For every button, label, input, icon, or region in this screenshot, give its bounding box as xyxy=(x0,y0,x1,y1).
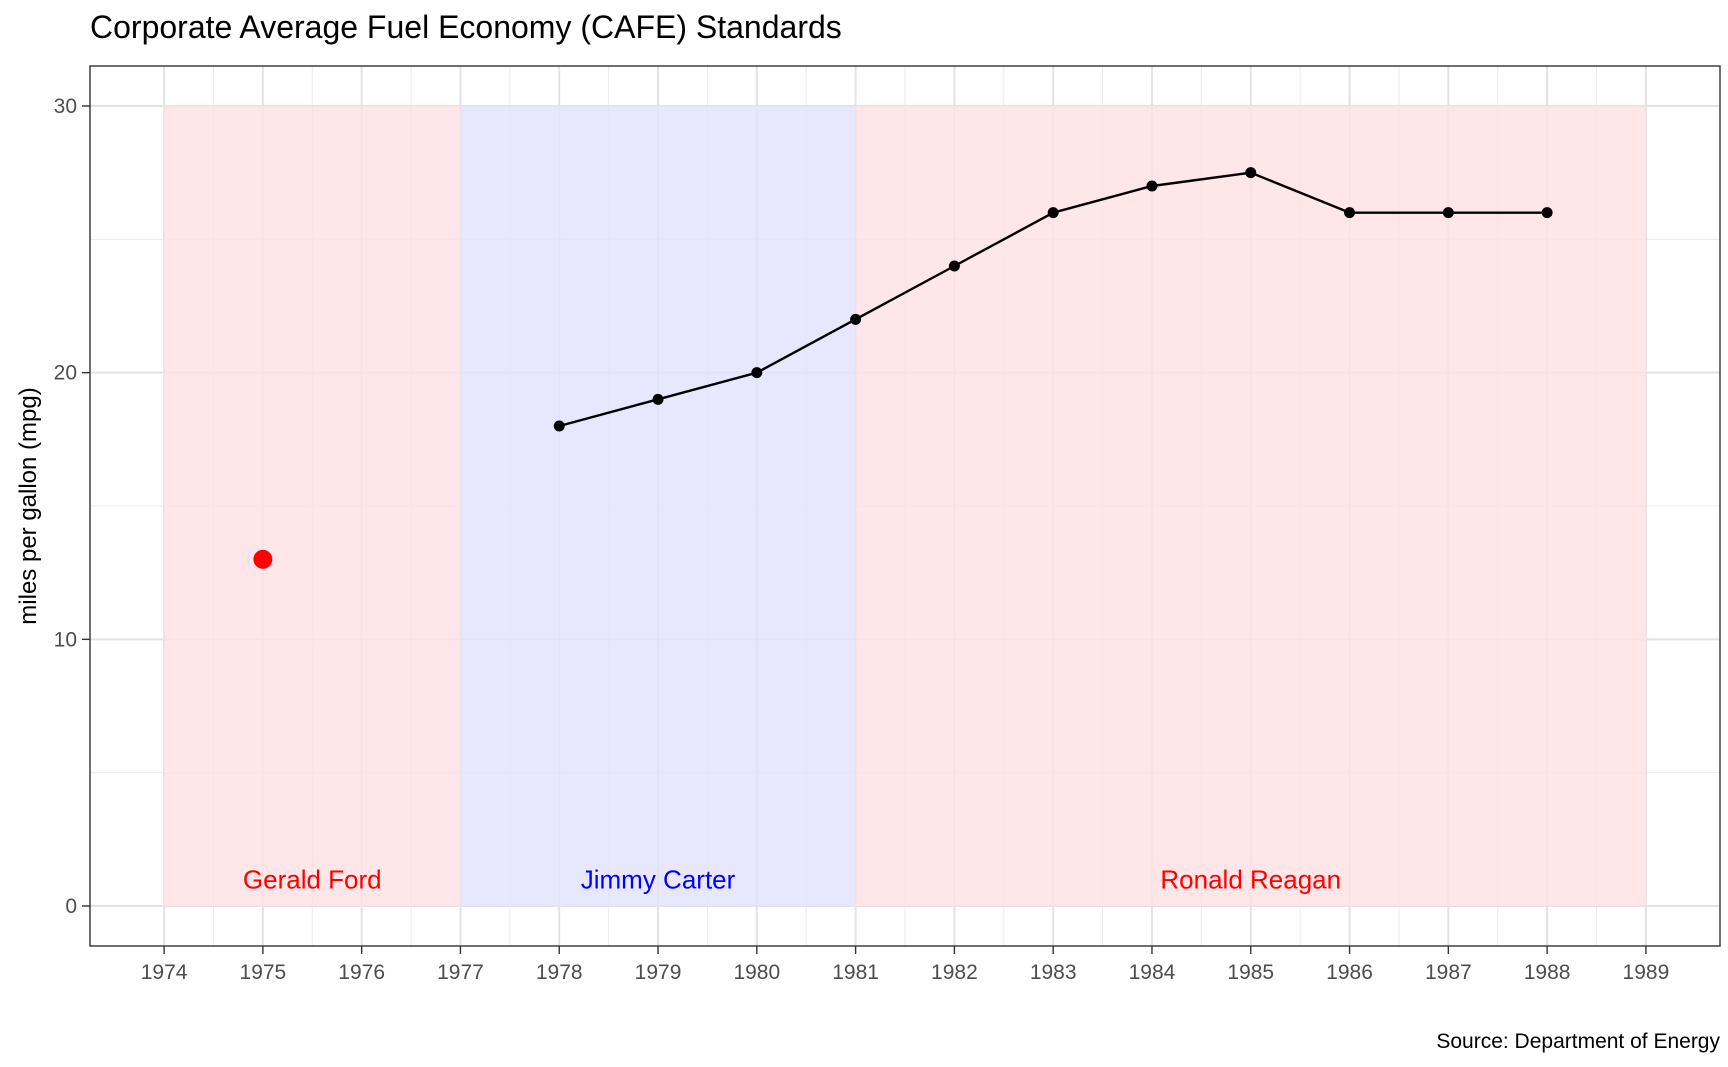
data-point xyxy=(1146,180,1158,192)
region-gerald-ford xyxy=(164,106,461,906)
panel-border xyxy=(89,65,1721,947)
data-point xyxy=(553,420,565,432)
x-tick-label: 1983 xyxy=(1030,961,1077,984)
data-point xyxy=(1245,167,1257,179)
chart-title: Corporate Average Fuel Economy (CAFE) St… xyxy=(90,9,842,45)
x-tick-label: 1976 xyxy=(338,961,385,984)
data-point xyxy=(948,260,960,272)
source-caption: Source: Department of Energy xyxy=(1436,1030,1720,1053)
region-jimmy-carter xyxy=(460,106,856,906)
president-labels: Gerald Ford Jimmy Carter Ronald Reagan xyxy=(243,864,1341,894)
x-tick-label: 1988 xyxy=(1524,961,1571,984)
x-tick-label: 1982 xyxy=(931,961,978,984)
x-tick-label: 1975 xyxy=(240,961,287,984)
x-tick-label: 1987 xyxy=(1425,961,1472,984)
region-ronald-reagan xyxy=(855,106,1646,906)
data-point xyxy=(1541,207,1553,219)
x-tick-label: 1985 xyxy=(1227,961,1274,984)
x-tick-label: 1977 xyxy=(437,961,484,984)
x-tick-label: 1984 xyxy=(1129,961,1176,984)
x-tick-label: 1981 xyxy=(832,961,879,984)
x-tick-label: 1979 xyxy=(635,961,682,984)
president-regions xyxy=(164,106,1646,906)
x-tick-label: 1978 xyxy=(536,961,583,984)
x-tick-label: 1989 xyxy=(1623,961,1670,984)
y-tick-label: 20 xyxy=(54,362,77,385)
region-label-jimmy-carter: Jimmy Carter xyxy=(581,864,736,894)
x-axis: 1974 1975 1976 1977 1978 1979 1980 1981 1982 1983… xyxy=(141,946,1670,984)
data-point xyxy=(1442,207,1454,219)
data-point xyxy=(1047,207,1059,219)
data-point xyxy=(850,313,862,325)
data-point xyxy=(652,393,664,405)
y-tick-label: 30 xyxy=(54,95,77,118)
data-point xyxy=(751,367,763,379)
data-point xyxy=(1344,207,1356,219)
x-tick-label: 1980 xyxy=(733,961,780,984)
region-label-ronald-reagan: Ronald Reagan xyxy=(1160,864,1341,894)
region-label-gerald-ford: Gerald Ford xyxy=(243,864,382,894)
x-tick-label: 1986 xyxy=(1326,961,1373,984)
x-tick-label: 1974 xyxy=(141,961,188,984)
highlight-point xyxy=(253,549,273,569)
y-tick-label: 0 xyxy=(65,895,77,918)
y-tick-label: 10 xyxy=(54,628,77,651)
y-axis: 0 10 20 30 xyxy=(54,95,90,918)
y-axis-title: miles per gallon (mpg) xyxy=(15,387,42,624)
cafe-series xyxy=(253,167,1553,569)
